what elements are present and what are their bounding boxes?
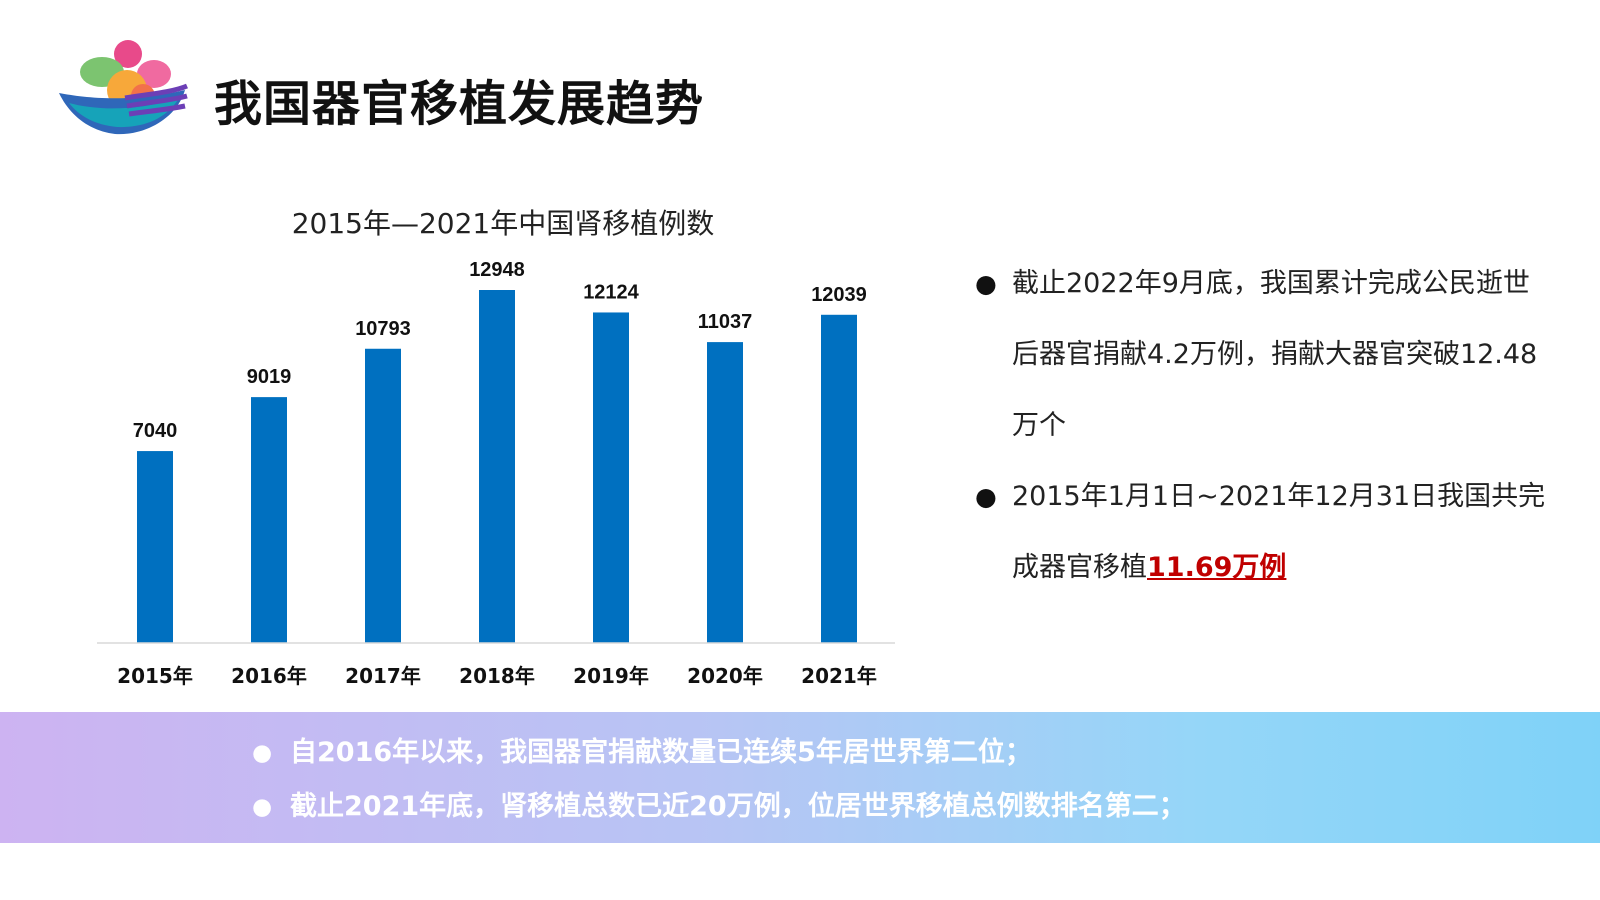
x-tick-label: 2019年 [573, 664, 649, 688]
bar-2018年 [479, 290, 515, 643]
bar-chart: 2015年—2021年中国肾移植例数 7040 2015年 9019 2016年 107… [97, 207, 895, 688]
logo-icon [59, 40, 188, 135]
summary-band: 自2016年以来，我国器官捐献数量已连续5年居世界第二位； 截止2021年底，肾… [0, 712, 1600, 843]
data-label: 9019 [247, 366, 292, 388]
summary-item: 截止2021年底，肾移植总数已近20万例，位居世界移植总例数排名第二； [250, 780, 1186, 834]
data-label: 12039 [811, 284, 867, 306]
data-label: 7040 [133, 420, 178, 442]
bar-2019年 [593, 312, 629, 643]
summary-list: 自2016年以来，我国器官捐献数量已连续5年居世界第二位； 截止2021年底，肾… [250, 726, 1186, 834]
data-label: 12948 [469, 259, 525, 281]
bar-2020年 [707, 342, 743, 643]
chart-title: 2015年—2021年中国肾移植例数 [292, 207, 715, 240]
x-tick-label: 2016年 [231, 664, 307, 688]
bar-2021年 [821, 314, 857, 643]
data-label: 11037 [698, 311, 753, 333]
transplant-total-highlight: 11.69万例 [1147, 552, 1287, 583]
x-tick-label: 2015年 [117, 664, 193, 688]
bar-2016年 [251, 397, 287, 643]
bar-2015年 [137, 451, 173, 643]
fact-donations-text: 截止2022年9月底，我国累计完成公民逝世后器官捐献4.2万例，捐献大器官突破1… [1012, 268, 1538, 441]
x-tick-label: 2017年 [345, 664, 421, 688]
summary-item: 自2016年以来，我国器官捐献数量已连续5年居世界第二位； [250, 726, 1186, 780]
data-label: 10793 [355, 318, 411, 340]
bar-2017年 [365, 348, 401, 643]
x-tick-label: 2021年 [801, 664, 877, 688]
fact-transplants: 2015年1月1日~2021年12月31日我国共完成器官移植11.69万例 [975, 461, 1555, 603]
x-tick-label: 2018年 [459, 664, 535, 688]
key-facts-list: 截止2022年9月底，我国累计完成公民逝世后器官捐献4.2万例，捐献大器官突破1… [975, 248, 1555, 603]
x-tick-label: 2020年 [687, 664, 763, 688]
data-label: 12124 [583, 281, 639, 303]
fact-transplants-text: 2015年1月1日~2021年12月31日我国共完成器官移植 [1012, 481, 1546, 583]
fact-donations: 截止2022年9月底，我国累计完成公民逝世后器官捐献4.2万例，捐献大器官突破1… [975, 248, 1555, 461]
page-title: 我国器官移植发展趋势 [214, 76, 705, 132]
